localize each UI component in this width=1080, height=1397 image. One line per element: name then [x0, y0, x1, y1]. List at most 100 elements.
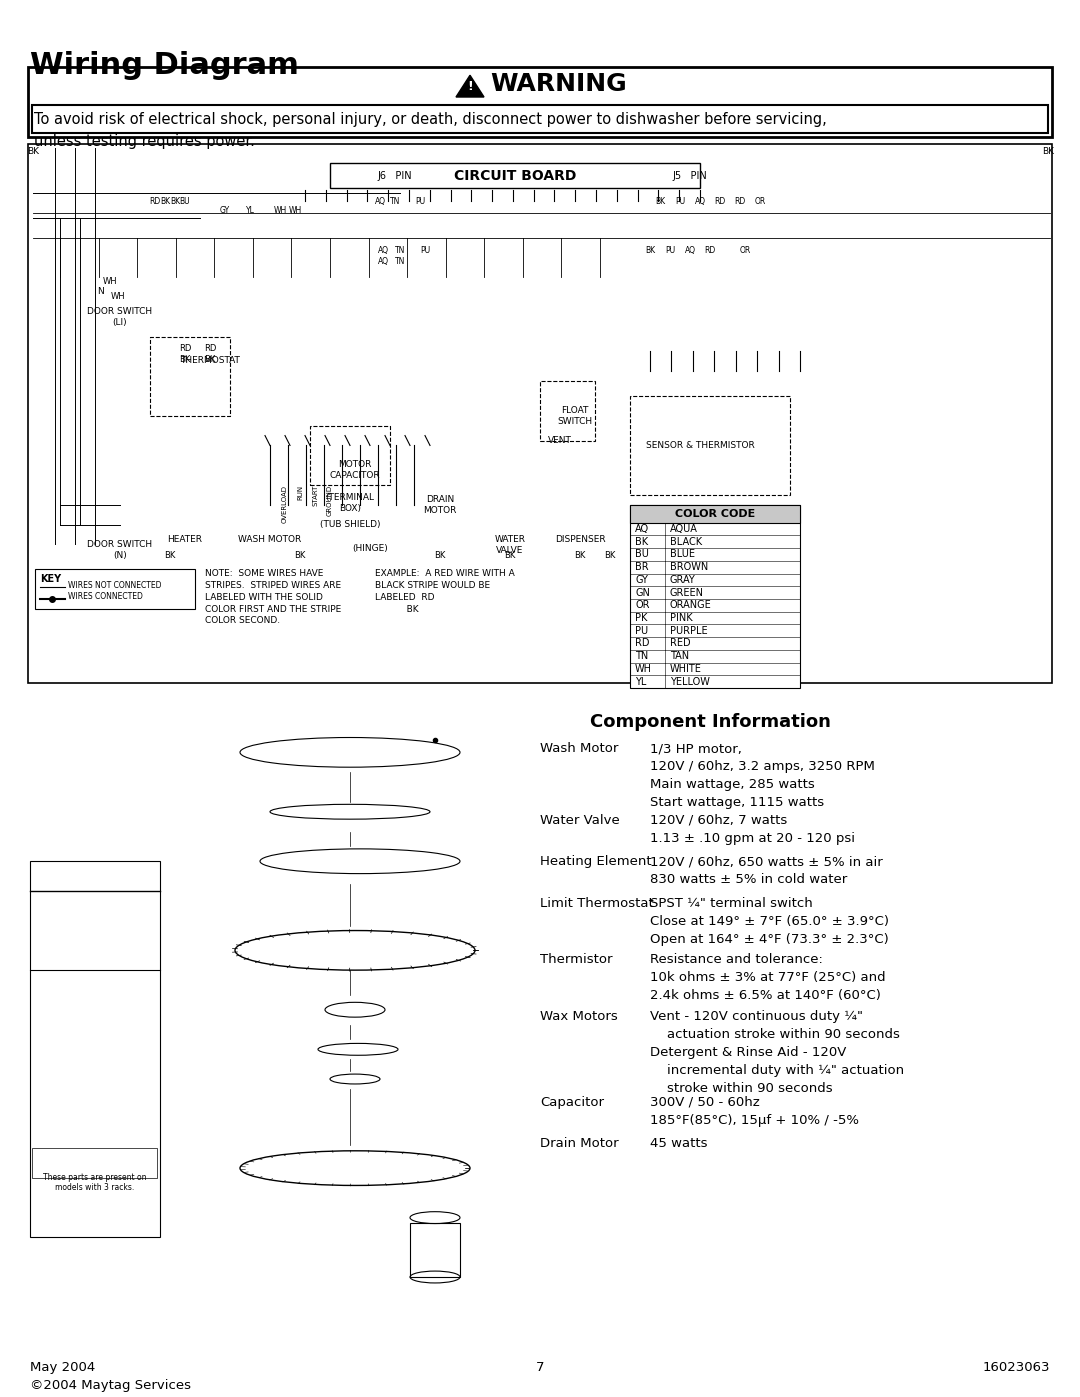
Text: WIRES NOT CONNECTED: WIRES NOT CONNECTED — [68, 581, 162, 590]
Text: PU: PU — [635, 626, 648, 636]
Text: J6   PIN: J6 PIN — [378, 172, 413, 182]
Bar — [630, 504, 800, 522]
Bar — [630, 504, 800, 687]
Text: CIRCUIT BOARD: CIRCUIT BOARD — [454, 169, 577, 183]
Text: !: ! — [468, 80, 473, 94]
Text: GY: GY — [635, 576, 648, 585]
Text: WATER
VALVE: WATER VALVE — [495, 535, 526, 555]
Text: WH: WH — [288, 205, 301, 215]
Text: BROWN: BROWN — [670, 562, 708, 573]
Text: (TERMINAL
BOX): (TERMINAL BOX) — [325, 493, 375, 513]
Text: BK: BK — [164, 552, 176, 560]
Text: WASH MOTOR: WASH MOTOR — [239, 535, 301, 543]
Text: GY: GY — [220, 205, 230, 215]
Text: BK: BK — [295, 552, 306, 560]
Text: RD
BK: RD BK — [179, 345, 191, 363]
Text: BK: BK — [170, 197, 180, 205]
Text: Wiring Diagram: Wiring Diagram — [30, 52, 299, 81]
Bar — [150, 337, 230, 416]
Text: RD: RD — [714, 197, 726, 205]
Text: COLOR CODE: COLOR CODE — [675, 509, 755, 518]
Text: BK: BK — [1042, 147, 1054, 155]
Text: AQ: AQ — [378, 246, 389, 254]
Text: WARNING: WARNING — [490, 73, 626, 96]
Text: (TUB SHIELD): (TUB SHIELD) — [320, 520, 380, 528]
Bar — [28, 67, 1052, 137]
Text: TN: TN — [635, 651, 648, 661]
Text: BK: BK — [27, 147, 39, 155]
Text: PINK: PINK — [670, 613, 692, 623]
Text: GROUND: GROUND — [327, 485, 333, 517]
Text: TN: TN — [390, 197, 401, 205]
Bar — [32, 1148, 157, 1178]
Text: RD: RD — [635, 638, 649, 648]
Text: TN: TN — [395, 246, 405, 254]
Text: BU: BU — [635, 549, 649, 559]
Bar — [630, 395, 789, 495]
Text: RD: RD — [734, 197, 745, 205]
Text: BLUE: BLUE — [670, 549, 696, 559]
Text: OR: OR — [754, 197, 766, 205]
Text: BK: BK — [605, 552, 616, 560]
Text: AQ: AQ — [694, 197, 705, 205]
Text: Thermistor: Thermistor — [540, 953, 612, 967]
Text: J5   PIN: J5 PIN — [673, 172, 707, 182]
Text: RUN: RUN — [297, 485, 303, 500]
Text: (HINGE): (HINGE) — [352, 545, 388, 553]
Bar — [35, 569, 195, 609]
Text: AQ: AQ — [375, 197, 386, 205]
Text: MOTOR
CAPACITOR: MOTOR CAPACITOR — [329, 461, 380, 481]
Text: START: START — [312, 485, 318, 507]
Text: DOOR SWITCH
(LI): DOOR SWITCH (LI) — [87, 307, 152, 327]
Text: THERMOSTAT: THERMOSTAT — [180, 356, 240, 366]
Bar — [540, 381, 595, 440]
Text: BU: BU — [179, 197, 190, 205]
Text: DOOR SWITCH
(N): DOOR SWITCH (N) — [87, 539, 152, 560]
Text: BK: BK — [160, 197, 170, 205]
Text: Wash Motor: Wash Motor — [540, 742, 619, 756]
Text: PU: PU — [665, 246, 675, 254]
Text: BK: BK — [635, 536, 648, 546]
Text: WH: WH — [635, 664, 652, 673]
Text: 300V / 50 - 60hz
185°F(85°C), 15µf + 10% / -5%: 300V / 50 - 60hz 185°F(85°C), 15µf + 10%… — [650, 1095, 859, 1127]
Text: 7: 7 — [536, 1361, 544, 1375]
Text: These parts are present on
models with 3 racks.: These parts are present on models with 3… — [43, 1173, 147, 1193]
Text: EXAMPLE:  A RED WIRE WITH A
BLACK STRIPE WOULD BE
LABELED  RD
           BK: EXAMPLE: A RED WIRE WITH A BLACK STRIPE … — [375, 569, 515, 613]
Text: RD: RD — [704, 246, 716, 254]
Text: VENT: VENT — [548, 436, 572, 444]
Text: PU: PU — [675, 197, 685, 205]
Text: Component Information: Component Information — [590, 712, 831, 731]
Text: AQ: AQ — [685, 246, 696, 254]
Text: YELLOW: YELLOW — [670, 676, 710, 687]
Text: GRAY: GRAY — [670, 576, 696, 585]
Text: NOTE:  SOME WIRES HAVE
STRIPES.  STRIPED WIRES ARE
LABELED WITH THE SOLID
COLOR : NOTE: SOME WIRES HAVE STRIPES. STRIPED W… — [205, 569, 341, 626]
Text: SPST ¼" terminal switch
Close at 149° ± 7°F (65.0° ± 3.9°C)
Open at 164° ± 4°F (: SPST ¼" terminal switch Close at 149° ± … — [650, 897, 889, 946]
Text: RED: RED — [670, 638, 690, 648]
Text: TN: TN — [395, 257, 405, 267]
Text: WH: WH — [273, 205, 286, 215]
Bar — [32, 105, 1048, 133]
Bar — [330, 163, 700, 189]
Text: AQ: AQ — [635, 524, 649, 534]
Text: Capacitor: Capacitor — [540, 1095, 604, 1109]
Text: DISPENSER: DISPENSER — [555, 535, 605, 543]
Text: 120V / 60hz, 650 watts ± 5% in air
830 watts ± 5% in cold water: 120V / 60hz, 650 watts ± 5% in air 830 w… — [650, 855, 882, 886]
Text: WIRES CONNECTED: WIRES CONNECTED — [68, 592, 143, 602]
Text: PU: PU — [415, 197, 426, 205]
Text: RD: RD — [149, 197, 161, 205]
Bar — [310, 426, 390, 485]
Text: AQUA: AQUA — [670, 524, 698, 534]
Text: 16023063: 16023063 — [983, 1361, 1050, 1375]
Text: OR: OR — [635, 601, 649, 610]
Text: BK: BK — [654, 197, 665, 205]
Text: To avoid risk of electrical shock, personal injury, or death, disconnect power t: To avoid risk of electrical shock, perso… — [33, 112, 827, 149]
Text: BK: BK — [504, 552, 515, 560]
Text: WH: WH — [103, 277, 118, 286]
Text: Water Valve: Water Valve — [540, 813, 620, 827]
Text: PU: PU — [420, 246, 430, 254]
Text: Limit Thermostat: Limit Thermostat — [540, 897, 653, 909]
Text: N: N — [96, 286, 104, 296]
Text: 1/3 HP motor,
120V / 60hz, 3.2 amps, 3250 RPM
Main wattage, 285 watts
Start watt: 1/3 HP motor, 120V / 60hz, 3.2 amps, 325… — [650, 742, 875, 809]
Text: KEY: KEY — [40, 574, 62, 584]
Bar — [30, 861, 160, 1238]
